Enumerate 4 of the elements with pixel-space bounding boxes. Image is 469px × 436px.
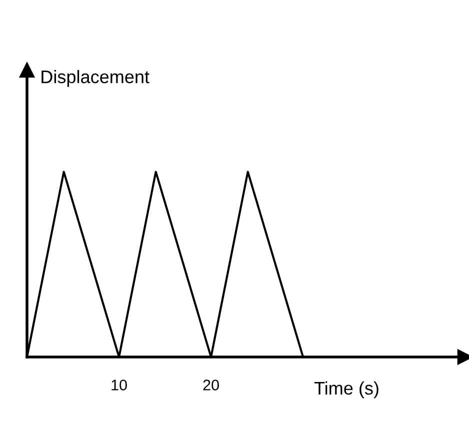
- x-tick-label: 20: [203, 380, 219, 390]
- x-tick-label: 10: [112, 380, 127, 390]
- x-axis-title: Time (s): [314, 381, 378, 398]
- y-axis-title: Displacement: [42, 70, 150, 87]
